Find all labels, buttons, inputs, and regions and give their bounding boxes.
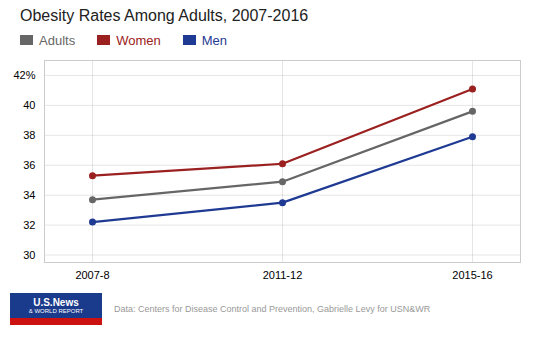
- svg-text:42%: 42%: [13, 69, 35, 81]
- svg-text:32: 32: [23, 219, 35, 231]
- svg-text:2007-8: 2007-8: [75, 269, 109, 281]
- html-text:& WORLD REPORT: & WORLD REPORT: [28, 307, 84, 314]
- html-text:U.S.News: U.S.News: [33, 296, 79, 308]
- svg-text:38: 38: [23, 129, 35, 141]
- svg-text:2011-12: 2011-12: [263, 269, 303, 281]
- html-text:Adults: Adults: [39, 32, 76, 48]
- svg-text:40: 40: [23, 99, 35, 111]
- html-text:Women: Women: [116, 32, 161, 48]
- svg-text:36: 36: [23, 159, 35, 171]
- svg-text:34: 34: [23, 189, 35, 201]
- html-text:Data: Centers for Disease Cont: Data: Centers for Disease Control and Pr…: [114, 304, 431, 314]
- svg-text:30: 30: [23, 249, 35, 261]
- svg-text:2015-16: 2015-16: [452, 269, 492, 281]
- html-text:Obesity Rates Among Adults, 20: Obesity Rates Among Adults, 2007-2016: [20, 7, 309, 24]
- html-text:Men: Men: [201, 32, 227, 48]
